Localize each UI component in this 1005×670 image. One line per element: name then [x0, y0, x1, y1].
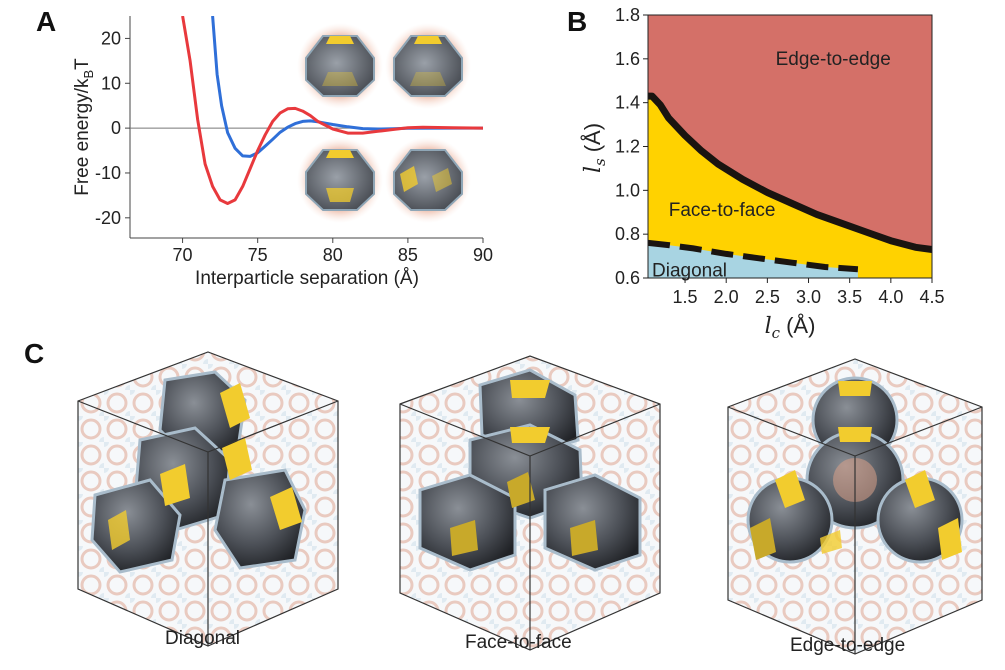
- b-x-tick-label: 4.0: [878, 287, 903, 307]
- a-series-red: [181, 16, 483, 205]
- a-y-tick-label: 20: [101, 28, 121, 48]
- a-ylabel: Free energy/kBT: [72, 58, 96, 196]
- a-x-tick-label: 70: [173, 245, 193, 265]
- caption-face-to-face: Face-to-face: [465, 632, 572, 653]
- panel-label-a: A: [36, 6, 57, 37]
- b-y-tick-label: 1.6: [615, 49, 640, 69]
- a-y-tick-label: 10: [101, 73, 121, 93]
- b-region-label: Diagonal: [652, 260, 727, 281]
- cube-diagonal: [77, 351, 339, 647]
- b-upper-boundary: [648, 92, 933, 253]
- b-xlabel: lc (Å): [765, 313, 816, 342]
- b-x-tick-label: 2.0: [714, 287, 739, 307]
- inset-particles: [297, 23, 471, 223]
- b-ylabel: ls (Å): [580, 123, 609, 173]
- inset-particle-2: [385, 23, 471, 109]
- a-series-blue: [211, 16, 483, 158]
- face-to-face-particles: [418, 368, 642, 572]
- b-region-label: Face-to-face: [669, 200, 776, 221]
- cube-face-to-face: [399, 355, 661, 651]
- b-xlabel-var: l: [765, 314, 772, 339]
- a-y-tick-label: -10: [95, 163, 121, 183]
- a-x-tick-label: 85: [398, 245, 418, 265]
- b-ylabel-unit: (Å): [580, 123, 605, 152]
- b-y-tick-label: 1.0: [615, 180, 640, 200]
- a-x-tick-label: 75: [248, 245, 268, 265]
- free-energy-chart: 70 75 80 85 90 20 10 0 -10 -20 Interparticle sepa…: [72, 16, 493, 289]
- a-y-tick-label: -20: [95, 208, 121, 228]
- phase-diagram-chart: 1.5 2.0 2.5 3.0 3.5 4.0 4.5 0.6 0.8 1.0 1.2 1.4 1.6 1…: [580, 5, 945, 342]
- panel-label-c: C: [24, 338, 45, 369]
- b-x-tick-label: 2.5: [755, 287, 780, 307]
- inset-particle-3: [297, 137, 383, 223]
- diagonal-particles: [90, 370, 307, 574]
- inset-particle-4: [385, 137, 471, 223]
- b-y-tick-label: 1.2: [615, 137, 640, 157]
- b-x-tick-label: 3.5: [837, 287, 862, 307]
- a-ylabel-sub: B: [81, 70, 96, 79]
- a-xlabel: Interparticle separation (Å): [195, 268, 419, 289]
- b-region-label: Edge-to-edge: [776, 49, 891, 70]
- b-y-tick-label: 0.6: [615, 268, 640, 288]
- inset-particle-1: [297, 23, 383, 109]
- b-x-tick-label: 1.5: [673, 287, 698, 307]
- b-lower-boundary: [647, 239, 859, 273]
- b-x-tick-label: 3.0: [796, 287, 821, 307]
- caption-diagonal: Diagonal: [165, 628, 240, 649]
- b-x-tick-label: 4.5: [919, 287, 944, 307]
- b-y-tick-label: 1.4: [615, 93, 640, 113]
- b-y-tick-label: 1.8: [615, 5, 640, 25]
- a-ylabel-tail: T: [72, 58, 93, 70]
- caption-edge-to-edge: Edge-to-edge: [790, 635, 906, 656]
- a-x-tick-label: 90: [473, 245, 493, 265]
- cube-edge-to-edge: [727, 358, 983, 655]
- a-x-tick-label: 80: [323, 245, 343, 265]
- b-ylabel-var: l: [581, 166, 606, 173]
- b-xlabel-unit: (Å): [786, 313, 815, 338]
- b-ylabel-sub: s: [591, 158, 609, 166]
- a-ylabel-main: Free energy/k: [72, 78, 93, 196]
- a-y-tick-label: 0: [111, 118, 121, 138]
- edge-to-edge-particles: [746, 376, 964, 564]
- panel-label-b: B: [567, 6, 588, 37]
- b-xlabel-sub: c: [772, 324, 781, 342]
- b-y-tick-label: 0.8: [615, 224, 640, 244]
